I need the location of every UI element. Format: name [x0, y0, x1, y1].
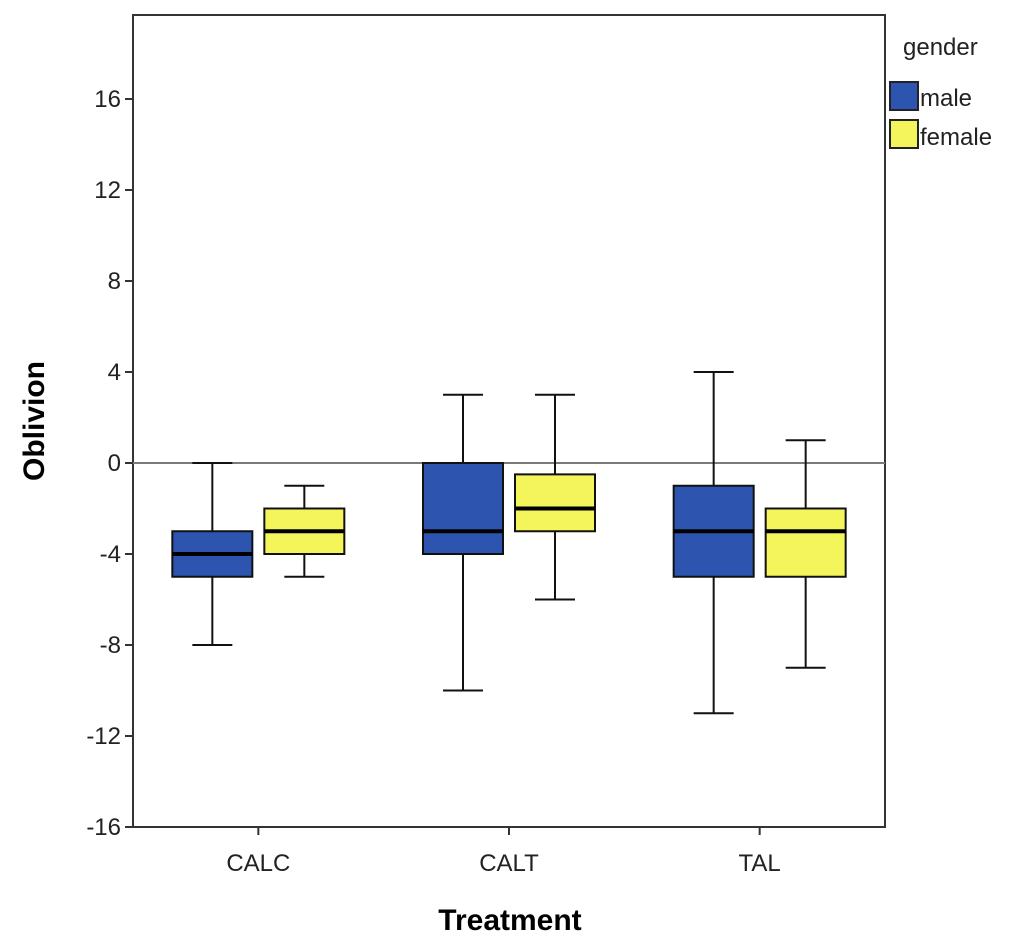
- legend-title: gender: [903, 34, 978, 61]
- box-female-calc: [263, 484, 346, 578]
- plot-area: [132, 14, 886, 828]
- legend-label-male: male: [920, 85, 972, 112]
- box-female-tal: [764, 439, 847, 669]
- y-tick-label: -8: [100, 632, 121, 659]
- y-axis-title: Oblivion: [18, 361, 51, 481]
- x-tick-label: CALC: [226, 850, 290, 877]
- legend-label-female: female: [920, 124, 992, 151]
- y-tick-label: -4: [100, 541, 121, 568]
- box-male-calt: [422, 393, 504, 692]
- legend-swatch-female: [889, 119, 919, 149]
- y-tick-label: 16: [94, 86, 121, 113]
- y-tick-label: 4: [108, 359, 121, 386]
- x-tick-label: TAL: [739, 850, 781, 877]
- x-axis-title: Treatment: [438, 904, 581, 937]
- boxes: [171, 371, 847, 715]
- legend: gender male female: [889, 34, 992, 151]
- box-male-tal: [672, 371, 755, 715]
- y-tick-label: -16: [86, 814, 121, 841]
- box-iqr: [422, 462, 504, 555]
- box-male-calc: [171, 462, 254, 646]
- box-iqr: [514, 473, 596, 533]
- y-tick-label: 12: [94, 177, 121, 204]
- y-tick-label: 0: [108, 450, 121, 477]
- box-female-calt: [514, 393, 596, 601]
- legend-swatch-male: [889, 81, 919, 111]
- x-tick-label: CALT: [479, 850, 539, 877]
- y-axis: -16 -12 -8 -4 0 4 8 12 16: [86, 86, 133, 841]
- y-tick-label: 8: [108, 268, 121, 295]
- box-iqr: [764, 507, 847, 578]
- y-tick-label: -12: [86, 723, 121, 750]
- x-axis: CALC CALT TAL: [226, 827, 781, 877]
